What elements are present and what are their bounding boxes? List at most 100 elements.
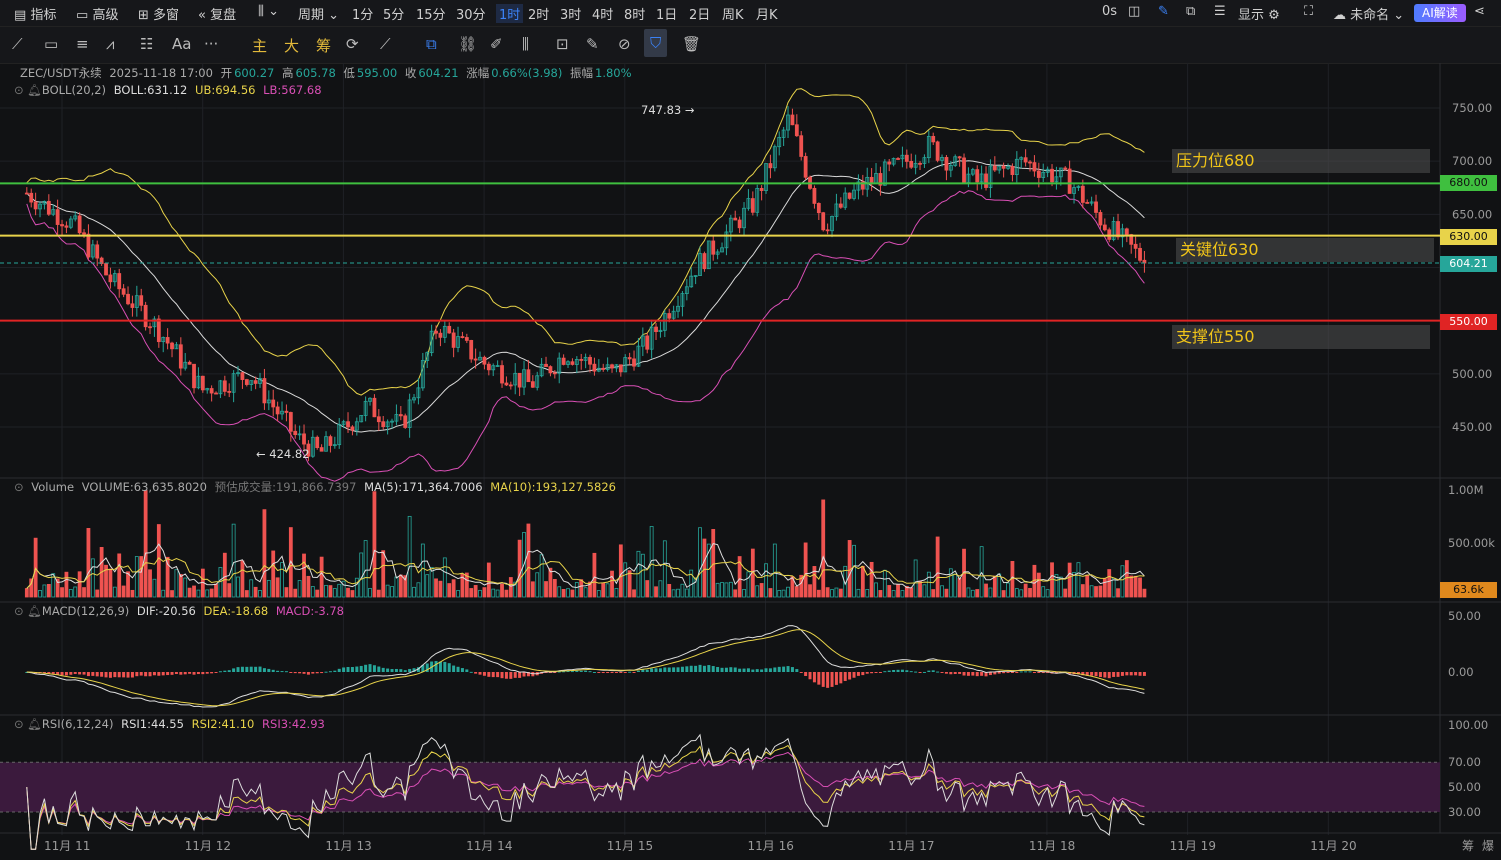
interval-tab[interactable]: 30分 xyxy=(456,8,486,23)
volume-bar xyxy=(632,589,636,598)
parallel-lines-icon[interactable]: ≡ xyxy=(76,35,89,53)
main-chart-button[interactable]: 主 xyxy=(252,37,268,55)
macd-histogram-bar xyxy=(988,672,992,676)
volume-bar xyxy=(878,590,883,598)
volume-bar xyxy=(1116,588,1120,598)
volume-bar xyxy=(390,586,394,598)
support-label[interactable]: 支撑位550 xyxy=(1172,325,1430,349)
interval-tab[interactable]: 15分 xyxy=(416,8,446,23)
popout-icon[interactable]: ⧉ xyxy=(1186,4,1196,19)
text-tool-icon[interactable]: Aa xyxy=(172,35,192,53)
interval-tab[interactable]: 8时 xyxy=(624,8,646,23)
volume-bar xyxy=(561,589,566,598)
interval-tab[interactable]: 1时 xyxy=(496,4,524,23)
interval-tab[interactable]: 1分 xyxy=(352,8,374,23)
macd-histogram-bar xyxy=(447,663,451,672)
interval-tab[interactable]: 2日 xyxy=(689,8,711,23)
candle-body xyxy=(698,253,702,276)
macd-histogram-bar xyxy=(755,669,759,672)
chart-type-button[interactable]: ⫼ ⌄ xyxy=(258,4,279,19)
big-order-button[interactable]: 大 xyxy=(284,37,300,55)
macd-histogram-bar xyxy=(694,665,698,672)
trash-icon[interactable]: 🗑 xyxy=(682,35,702,53)
candle-body xyxy=(781,129,786,138)
wave-tool-icon[interactable]: ⩘ xyxy=(106,35,115,53)
interval-tab[interactable]: 1日 xyxy=(656,8,678,23)
bell-icon[interactable]: 🔔︎ xyxy=(27,604,42,618)
macd-histogram-bar xyxy=(944,672,948,674)
macd-histogram-bar xyxy=(364,664,368,672)
candle-body xyxy=(293,430,298,436)
candle-body xyxy=(376,416,381,423)
candle-body xyxy=(1085,202,1090,204)
macd-histogram-bar xyxy=(790,667,794,672)
brush-icon[interactable]: ✐ xyxy=(490,35,503,53)
collapse-icon[interactable]: ⊙ xyxy=(14,83,24,97)
volume-bar xyxy=(816,589,821,598)
interval-tab[interactable]: 3时 xyxy=(560,8,582,23)
camera-icon[interactable]: ◫ xyxy=(1128,4,1141,19)
note-icon[interactable]: ✎ xyxy=(586,35,599,53)
bell-icon[interactable]: 🔔︎ xyxy=(27,83,42,97)
share-icon[interactable]: ⋖ xyxy=(1474,4,1485,19)
candle-body xyxy=(429,330,434,354)
bell-icon[interactable]: 🔔︎ xyxy=(27,717,42,731)
support-price-tag: 550.00 xyxy=(1440,314,1497,330)
resistance-label[interactable]: 压力位680 xyxy=(1172,149,1430,173)
account-button[interactable]: ☁ 未命名 ⌄ xyxy=(1333,8,1405,23)
candle-body xyxy=(667,313,672,319)
settings-panel-icon[interactable]: ☰ xyxy=(1214,4,1226,19)
pen-icon[interactable]: ✎ xyxy=(1158,4,1169,19)
candle-body xyxy=(676,305,680,312)
volume-bar xyxy=(715,582,720,598)
indicator-button[interactable]: ▤ 指标 xyxy=(14,8,57,23)
macd-histogram-bar xyxy=(399,669,403,672)
volume-bar xyxy=(764,563,768,598)
interval-tab[interactable]: 2时 xyxy=(528,8,550,23)
liquidation-icon[interactable]: 爆 xyxy=(1482,839,1495,853)
chart-area[interactable]: 750.00700.00650.00600.00550.00500.00450.… xyxy=(0,63,1501,860)
lock-icon[interactable]: ⊡ xyxy=(556,35,569,53)
erase-tool-icon[interactable]: ⟋ xyxy=(380,35,391,53)
macd-histogram-bar xyxy=(962,672,966,676)
candle-body xyxy=(984,173,988,188)
interval-tab[interactable]: 月K xyxy=(756,8,778,23)
interval-tab[interactable]: 周K xyxy=(722,8,744,23)
macd-histogram-bar xyxy=(359,665,363,672)
multiwindow-button[interactable]: ⊞ 多窗 xyxy=(138,8,180,23)
collapse-icon[interactable]: ⊙ xyxy=(14,480,24,494)
chip-distribution-button[interactable]: 筹 xyxy=(316,37,332,55)
replay-button[interactable]: « 复盘 xyxy=(198,8,237,23)
macd-histogram-bar xyxy=(152,672,156,676)
volume-bar xyxy=(354,577,359,598)
fib-tool-icon[interactable]: ☷ xyxy=(140,35,154,53)
display-button[interactable]: 显示 ⚙ xyxy=(1238,8,1280,23)
collapse-icon[interactable]: ⊙ xyxy=(14,717,24,731)
macd-histogram-bar xyxy=(672,667,676,672)
line-tool-icon[interactable]: ⟋ xyxy=(12,35,23,53)
volume-bar xyxy=(856,588,861,598)
chip-icon[interactable]: 筹 xyxy=(1462,839,1475,853)
more-tools-icon[interactable]: ··· xyxy=(204,35,219,53)
rectangle-tool-icon[interactable]: ▭ xyxy=(44,35,59,53)
magnet-icon[interactable]: ⟳ xyxy=(346,35,359,53)
bars-icon[interactable]: ⫼ xyxy=(522,35,529,53)
candle-body xyxy=(535,375,540,388)
macd-histogram-bar xyxy=(245,666,249,672)
filter-icon[interactable]: ⛉ xyxy=(644,29,668,57)
macd-histogram-bar xyxy=(553,672,557,673)
hide-icon[interactable]: ⊘ xyxy=(618,35,631,53)
interval-tab[interactable]: 4时 xyxy=(592,8,614,23)
link-icon[interactable]: ⛓ xyxy=(458,35,478,53)
ai-interpret-button[interactable]: AI解读 xyxy=(1414,4,1466,22)
candle-body xyxy=(42,200,47,205)
fullscreen-icon[interactable]: ⛶ xyxy=(1304,4,1314,19)
key-level-label[interactable]: 关键位630 xyxy=(1176,238,1434,262)
advanced-button[interactable]: ▭ 高级 xyxy=(76,8,119,23)
macd-histogram-bar xyxy=(469,671,473,673)
period-select[interactable]: 周期 ⌄ xyxy=(298,8,340,23)
candle-body xyxy=(1045,168,1050,173)
interval-tab[interactable]: 5分 xyxy=(383,8,405,23)
collapse-icon[interactable]: ⊙ xyxy=(14,604,24,618)
copy-icon[interactable]: ⧉ xyxy=(426,35,437,53)
